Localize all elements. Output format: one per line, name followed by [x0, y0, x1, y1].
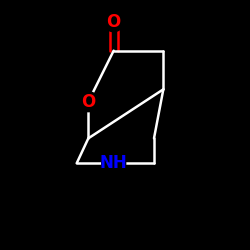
- Text: O: O: [106, 13, 121, 31]
- Text: NH: NH: [100, 154, 128, 172]
- Circle shape: [102, 151, 126, 175]
- Circle shape: [78, 92, 98, 112]
- Text: O: O: [81, 93, 96, 111]
- Circle shape: [104, 12, 124, 32]
